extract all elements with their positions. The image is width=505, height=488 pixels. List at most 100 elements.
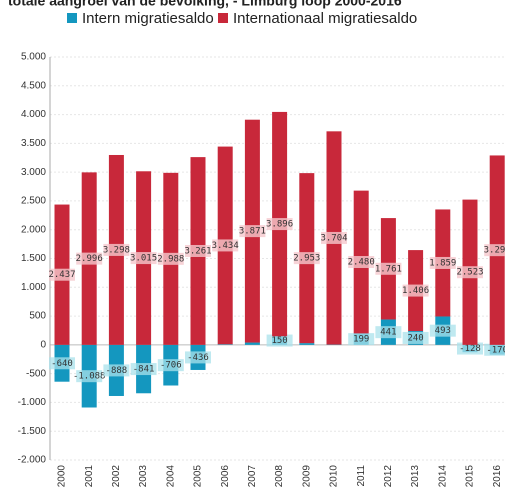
value-label: 3.871 [239,227,266,237]
x-tick-label: 2000 [57,465,68,488]
value-label: -1.088 [73,372,106,382]
value-label: 150 [271,336,287,346]
value-label-bg [49,268,75,281]
value-label-bg [76,370,103,383]
value-label: 1.761 [375,264,402,274]
bar [299,343,315,345]
y-tick-label: 4.000 [21,109,46,120]
value-label: -888 [106,366,128,376]
value-label: 441 [380,328,396,338]
y-tick-label: 500 [29,311,46,322]
value-label: 3.704 [320,233,347,243]
x-tick-label: 2005 [193,465,204,488]
x-tick-label: 2010 [329,465,340,488]
value-label: 240 [407,333,423,343]
y-tick-label: 3.500 [21,138,46,149]
y-tick-label: 3.000 [21,167,46,178]
value-label: 3.298 [103,245,130,255]
x-tick-label: 2004 [165,465,176,488]
x-tick-label: 2003 [138,465,149,488]
y-tick-label: 2.000 [21,224,46,235]
value-label-bg [185,351,211,364]
legend-swatch [67,13,77,23]
value-label: 1.406 [402,286,429,296]
x-tick-label: 2007 [247,465,258,488]
value-label-bg [130,252,157,265]
chart-title: totale aangroei van de bevolking, - Limb… [8,0,402,9]
y-tick-label: -1.500 [18,426,47,437]
value-label-bg [484,244,505,257]
value-label: 3.261 [184,246,211,256]
value-label-bg [484,343,505,356]
value-label: -170 [486,345,505,355]
y-tick-label: 5.000 [21,52,46,63]
value-label-bg [348,256,375,269]
value-label-bg [239,225,266,238]
value-label: 2.988 [157,254,184,264]
value-label: 2.480 [348,258,375,268]
value-label-bg [157,359,184,372]
y-tick-label: -2.000 [18,455,47,466]
value-label-bg [457,266,483,279]
value-label-bg [293,252,320,265]
bar [244,342,260,345]
value-label-bg [429,324,456,337]
value-label: 3.896 [266,220,293,230]
value-label-bg [402,284,429,297]
value-label: -128 [459,344,481,354]
x-tick-label: 2002 [111,465,122,488]
x-tick-label: 2013 [410,465,421,488]
value-label: 3.015 [130,254,157,264]
value-label-bg [375,262,402,275]
y-tick-label: 4.500 [21,80,46,91]
value-label: -436 [187,353,209,363]
x-tick-label: 2001 [84,465,95,488]
value-label: 2.523 [456,268,483,278]
x-tick-label: 2014 [437,465,448,488]
value-label-bg [321,231,347,244]
x-tick-label: 2016 [492,465,503,488]
value-label: -640 [51,359,73,369]
value-label-bg [457,342,483,355]
value-label-bg [103,243,130,256]
value-label: 2.437 [48,270,75,280]
value-label-bg [185,244,211,257]
value-label-bg [266,334,293,347]
value-label: 3.290 [484,246,505,256]
value-label-bg [402,331,429,344]
value-label: 3.434 [212,241,239,251]
value-label-bg [49,357,75,370]
x-tick-label: 2006 [220,465,231,488]
legend-label: Intern migratiesaldo [82,10,214,27]
value-label-bg [157,252,184,265]
y-tick-label: -1.000 [18,397,47,408]
value-label-bg [266,218,293,231]
bar [217,344,233,345]
value-label-bg [375,326,402,339]
value-label-bg [130,363,157,376]
x-tick-label: 2011 [356,465,367,487]
value-label-bg [76,252,103,265]
value-label: 493 [435,326,451,336]
value-label-bg [103,364,130,377]
value-label: 199 [353,335,369,345]
value-label-bg [348,333,375,346]
value-label: 2.996 [76,254,103,264]
legend-label: Internationaal migratiesaldo [233,10,417,27]
value-label-bg [212,239,239,252]
x-tick-label: 2015 [465,465,476,488]
x-tick-label: 2008 [274,465,285,488]
y-tick-label: 1.000 [21,282,46,293]
y-tick-label: 1.500 [21,253,46,264]
value-label-bg [429,256,456,269]
y-tick-label: 2.500 [21,196,46,207]
value-label: -841 [133,365,155,375]
x-tick-label: 2012 [383,465,394,488]
y-tick-label: 0 [40,339,46,350]
legend-swatch [218,13,228,23]
y-tick-label: -500 [26,368,46,379]
x-tick-label: 2009 [301,465,312,488]
value-label: 1.859 [429,258,456,268]
value-label: -706 [160,361,182,371]
